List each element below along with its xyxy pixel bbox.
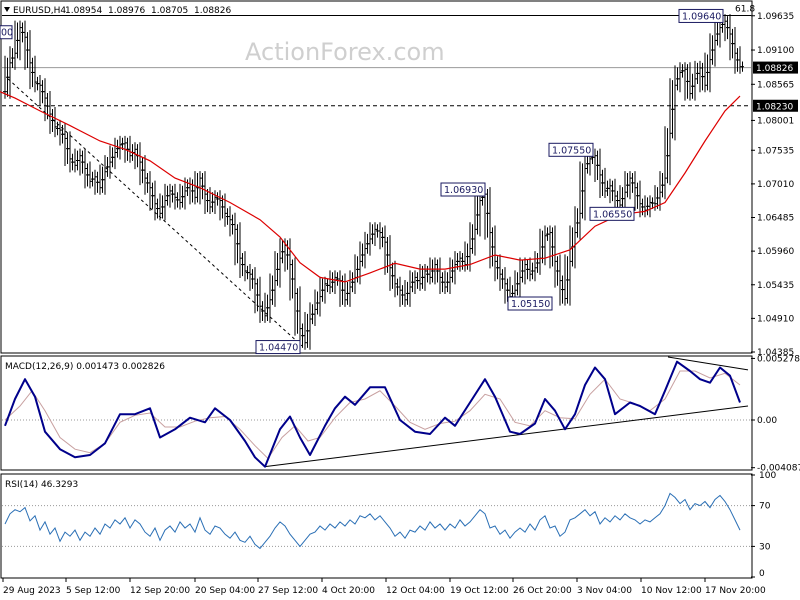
level-tag: 1.08230 — [756, 102, 793, 112]
header-dropdown-icon[interactable] — [4, 7, 10, 12]
macd-trendline — [667, 356, 749, 371]
swing-label-box — [678, 8, 724, 23]
rsi-title: RSI(14) 46.3293 — [5, 480, 78, 490]
macd-signal-line — [4, 370, 741, 460]
header-symbol: EURUSD,H4 — [13, 6, 66, 16]
price-levels: 61.8 00 — [0, 4, 755, 107]
price-annotations: 1.09640 1.07550 1.06930 1.06550 1.05150 1.044… — [255, 8, 724, 355]
macd-axis: 0.005278 0.00 -0.004087 — [751, 354, 800, 474]
time-tick-label: 20 Sep 04:00 — [195, 586, 255, 596]
price-series — [3, 14, 744, 350]
macd-panel: MACD(12,26,9) 0.001473 0.002826 0.005278… — [0, 354, 800, 474]
moving-average — [0, 91, 741, 283]
swing-label: 1.09640 — [682, 11, 721, 22]
price-panel-frame — [0, 0, 753, 354]
swing-label-box — [589, 206, 635, 221]
swing-label: 1.04470 — [259, 343, 298, 354]
price-panel: ActionForex.com 1.096351.091001.085651.0… — [0, 0, 798, 358]
price-tick-label: 1.09635 — [757, 12, 794, 22]
time-axis: 29 Aug 2023 5 Sep 12:00 12 Sep 20:00 20 Sep… — [2, 578, 766, 596]
price-tick-label: 1.05435 — [757, 281, 794, 291]
price-tick-label: 1.07010 — [757, 180, 794, 190]
price-tick-label: 1.06485 — [757, 214, 794, 224]
price-tick-label: 1.04385 — [757, 348, 794, 358]
macd-series — [4, 360, 741, 468]
rsi-tick-label: 30 — [759, 542, 771, 552]
swing-label-box — [548, 142, 594, 157]
time-tick-label: 12 Sep 20:00 — [130, 586, 190, 596]
rsi-tick-label: 70 — [759, 502, 771, 512]
fib-label: 61.8 — [735, 4, 755, 14]
header-close: 1.08826 — [194, 6, 231, 16]
current-price-tag: 1.08826 — [756, 64, 793, 74]
macd-tick-label: 0.00 — [757, 416, 777, 426]
time-tick-label: 4 Oct 20:00 — [322, 586, 375, 596]
watermark: ActionForex.com — [245, 38, 445, 66]
rsi-series — [4, 492, 741, 550]
header-low: 1.08705 — [151, 6, 188, 16]
swing-label-box — [255, 340, 301, 355]
macd-signal-series — [4, 370, 741, 460]
time-tick-label: 5 Sep 12:00 — [66, 586, 121, 596]
price-tick-label: 1.07535 — [757, 146, 794, 156]
time-tick-label: 17 Nov 20:00 — [705, 586, 766, 596]
time-tick-label: 19 Oct 12:00 — [450, 586, 509, 596]
swing-label-box — [440, 182, 486, 197]
macd-trendline — [264, 405, 749, 468]
macd-trendlines — [264, 356, 749, 468]
price-tick-label: 1.08001 — [757, 116, 794, 126]
rsi-tick-label: 100 — [759, 471, 776, 481]
time-tick-label: 26 Oct 20:00 — [513, 586, 572, 596]
macd-tick-label: -0.004087 — [757, 464, 800, 474]
price-tick-label: 1.08565 — [757, 80, 794, 90]
header-open: 1.08954 — [65, 6, 102, 16]
rsi-levels — [2, 505, 751, 547]
moving-average-line — [0, 91, 741, 283]
swing-label: 1.05150 — [511, 299, 550, 310]
level-tag-box — [753, 99, 798, 112]
clipped-label: 00 — [1, 28, 13, 39]
price-tick-label: 1.05960 — [757, 247, 794, 257]
swing-label: 1.07550 — [552, 145, 591, 156]
swing-label-box — [507, 296, 553, 311]
macd-tick-label: 0.005278 — [757, 354, 800, 364]
clipped-label-box — [0, 25, 13, 40]
time-tick-label: 10 Nov 12:00 — [641, 586, 702, 596]
time-tick-label: 12 Oct 04:00 — [386, 586, 445, 596]
swing-label: 1.06550 — [593, 209, 632, 220]
chart-header: EURUSD,H4 1.08954 1.08976 1.08705 1.0882… — [4, 6, 231, 16]
rsi-tick-label: 0 — [759, 569, 765, 579]
macd-title: MACD(12,26,9) 0.001473 0.002826 — [5, 362, 165, 372]
time-tick-label: 29 Aug 2023 — [3, 586, 61, 596]
macd-panel-frame — [0, 355, 753, 471]
macd-line — [4, 360, 741, 468]
price-tags: 1.08826 1.08230 — [753, 61, 798, 112]
price-axis: 1.09635 1.09100 1.08565 1.08001 1.07535 1.070… — [751, 12, 794, 358]
time-tick-label: 3 Nov 04:00 — [577, 586, 632, 596]
header-high: 1.08976 — [108, 6, 145, 16]
rsi-panel: RSI(14) 46.3293 100 70 30 0 — [0, 471, 776, 579]
rsi-line — [4, 492, 741, 550]
rsi-panel-frame — [0, 473, 753, 579]
rsi-axis: 100 70 30 0 — [751, 471, 776, 579]
time-tick-label: 27 Sep 12:00 — [258, 586, 318, 596]
current-price-tag-box — [753, 61, 798, 74]
swing-label: 1.06930 — [444, 185, 483, 196]
price-tick-label: 1.09100 — [757, 46, 794, 56]
price-tick-label: 1.04910 — [757, 314, 794, 324]
